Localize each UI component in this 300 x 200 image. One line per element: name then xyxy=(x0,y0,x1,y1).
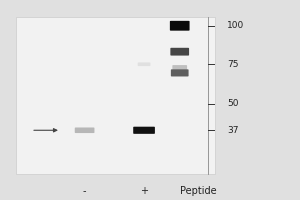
FancyBboxPatch shape xyxy=(170,48,189,56)
FancyBboxPatch shape xyxy=(171,69,189,76)
FancyBboxPatch shape xyxy=(75,127,94,133)
Text: -: - xyxy=(83,186,86,196)
FancyBboxPatch shape xyxy=(170,21,190,31)
Text: 37: 37 xyxy=(227,126,239,135)
Bar xyxy=(16,17,215,174)
Text: 75: 75 xyxy=(227,60,239,69)
Text: Peptide: Peptide xyxy=(180,186,216,196)
Text: +: + xyxy=(140,186,148,196)
FancyBboxPatch shape xyxy=(133,127,155,134)
FancyBboxPatch shape xyxy=(138,62,150,66)
Text: 50: 50 xyxy=(227,99,239,108)
Text: 100: 100 xyxy=(227,21,244,30)
FancyBboxPatch shape xyxy=(172,65,187,70)
